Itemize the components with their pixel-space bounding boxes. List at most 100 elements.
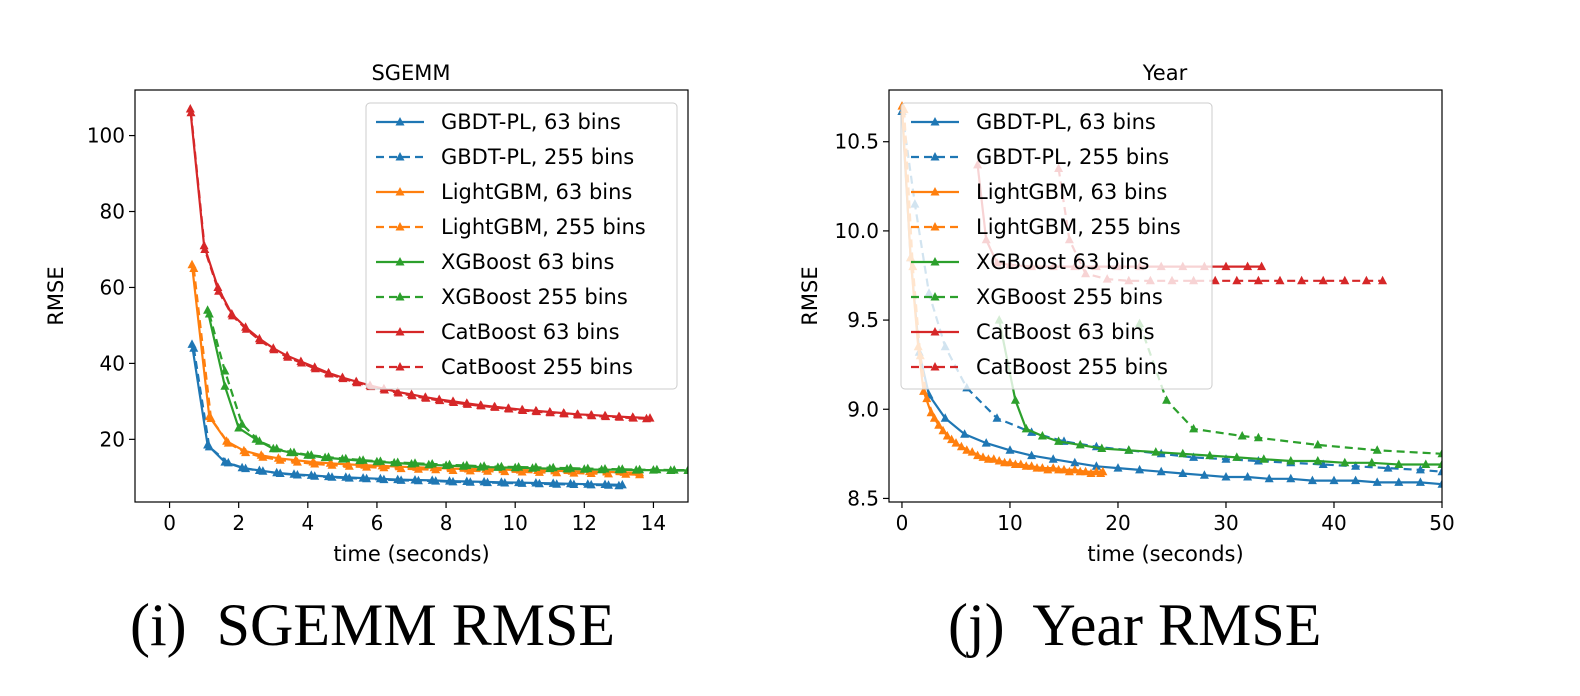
- data-point-marker: [1221, 261, 1231, 271]
- data-point-marker: [947, 434, 957, 444]
- data-point-marker: [1340, 457, 1350, 467]
- data-point-marker: [393, 388, 403, 397]
- data-point-marker: [254, 436, 264, 445]
- data-point-marker: [534, 467, 544, 476]
- data-point-marker: [1437, 479, 1442, 488]
- data-point-marker: [223, 438, 233, 447]
- data-point-marker: [275, 455, 285, 464]
- data-point-marker: [310, 471, 320, 480]
- data-point-marker: [1253, 275, 1263, 285]
- data-point-marker: [1037, 431, 1047, 440]
- data-point-marker: [1097, 443, 1107, 452]
- data-point-marker: [960, 429, 970, 438]
- legend-item: GBDT-PL, 63 bins: [376, 110, 621, 134]
- x-axis-label: time (seconds): [1087, 542, 1243, 566]
- legend-marker: [930, 292, 940, 301]
- data-point-marker: [310, 363, 320, 373]
- data-point-marker: [1205, 450, 1215, 460]
- data-point-marker: [586, 479, 596, 489]
- data-point-marker: [1415, 477, 1425, 486]
- data-point-marker: [669, 465, 679, 474]
- data-point-marker: [189, 343, 199, 352]
- legend-item: LightGBM, 255 bins: [911, 215, 1181, 239]
- y-tick-label: 60: [100, 275, 125, 299]
- data-point-marker: [1043, 464, 1053, 474]
- plot-frame: [888, 89, 1443, 503]
- data-point-marker: [206, 413, 216, 422]
- data-point-marker: [617, 464, 627, 473]
- data-point-marker: [204, 441, 214, 451]
- legend-label: CatBoost 63 bins: [976, 320, 1155, 344]
- data-point-marker: [1437, 459, 1442, 468]
- plot-frame: [134, 89, 689, 503]
- data-point-marker: [462, 460, 472, 469]
- data-point-marker: [1221, 454, 1231, 463]
- series-catboost-255-bins: [186, 107, 651, 423]
- legend-marker: [930, 362, 940, 371]
- data-point-marker: [517, 467, 527, 476]
- data-point-marker: [258, 466, 268, 475]
- data-point-marker: [255, 335, 265, 345]
- x-tick-label: 6: [371, 511, 384, 535]
- legend-marker: [395, 117, 405, 126]
- legend: GBDT-PL, 63 bins GBDT-PL, 255 bins LightGB…: [365, 102, 678, 390]
- data-point-marker: [1340, 275, 1350, 285]
- data-point-marker: [1237, 431, 1247, 440]
- data-point-marker: [1021, 461, 1031, 470]
- data-point-marker: [922, 393, 932, 403]
- data-point-marker: [358, 455, 368, 464]
- legend-marker: [930, 327, 940, 336]
- data-point-marker: [1054, 464, 1064, 474]
- data-point-marker: [220, 366, 230, 375]
- data-point-marker: [1286, 473, 1296, 483]
- legend-label: XGBoost 255 bins: [976, 285, 1163, 309]
- data-point-marker: [514, 462, 524, 471]
- data-point-marker: [324, 369, 334, 378]
- data-point-marker: [204, 309, 214, 318]
- data-point-marker: [1313, 439, 1323, 449]
- data-point-marker: [600, 464, 610, 473]
- data-point-marker: [241, 463, 251, 473]
- y-tick-label: 8.5: [847, 486, 879, 510]
- data-point-marker: [967, 447, 977, 456]
- data-point-marker: [1232, 452, 1242, 461]
- data-point-marker: [683, 465, 688, 474]
- legend-marker: [395, 222, 405, 231]
- data-point-marker: [929, 413, 939, 422]
- legend-marker: [930, 152, 940, 161]
- legend-marker: [395, 152, 405, 161]
- legend-marker: [395, 257, 405, 266]
- data-point-marker: [476, 400, 486, 410]
- data-point-marker: [989, 454, 999, 463]
- data-point-marker: [1329, 475, 1339, 485]
- data-point-marker: [938, 425, 948, 435]
- legend-label: CatBoost 255 bins: [976, 355, 1168, 379]
- data-point-marker: [289, 447, 299, 457]
- data-point-marker: [1372, 477, 1382, 486]
- data-point-marker: [1221, 472, 1231, 481]
- data-point-marker: [228, 310, 237, 320]
- data-point-marker: [517, 478, 527, 487]
- data-point-marker: [258, 452, 268, 461]
- data-point-marker: [1313, 456, 1323, 465]
- data-point-marker: [344, 461, 354, 470]
- data-point-marker: [1189, 452, 1199, 461]
- data-point-marker: [1135, 464, 1145, 474]
- x-tick-label: 10: [997, 511, 1022, 535]
- data-point-marker: [1378, 275, 1388, 285]
- data-point-marker: [1064, 466, 1074, 476]
- data-point-marker: [586, 468, 596, 477]
- legend-label: GBDT-PL, 63 bins: [976, 110, 1156, 134]
- data-point-marker: [324, 452, 333, 461]
- data-point-marker: [504, 404, 514, 413]
- data-point-marker: [421, 393, 431, 402]
- legend-label: XGBoost 255 bins: [441, 285, 628, 309]
- legend-label: CatBoost 255 bins: [441, 355, 633, 379]
- data-point-marker: [583, 463, 593, 473]
- data-point-marker: [628, 413, 638, 422]
- x-tick-label: 40: [1321, 511, 1346, 535]
- series-gbdt-pl-255-bins: [189, 343, 624, 490]
- data-point-marker: [396, 463, 406, 473]
- data-point-marker: [1437, 466, 1442, 476]
- data-point-marker: [992, 413, 1002, 422]
